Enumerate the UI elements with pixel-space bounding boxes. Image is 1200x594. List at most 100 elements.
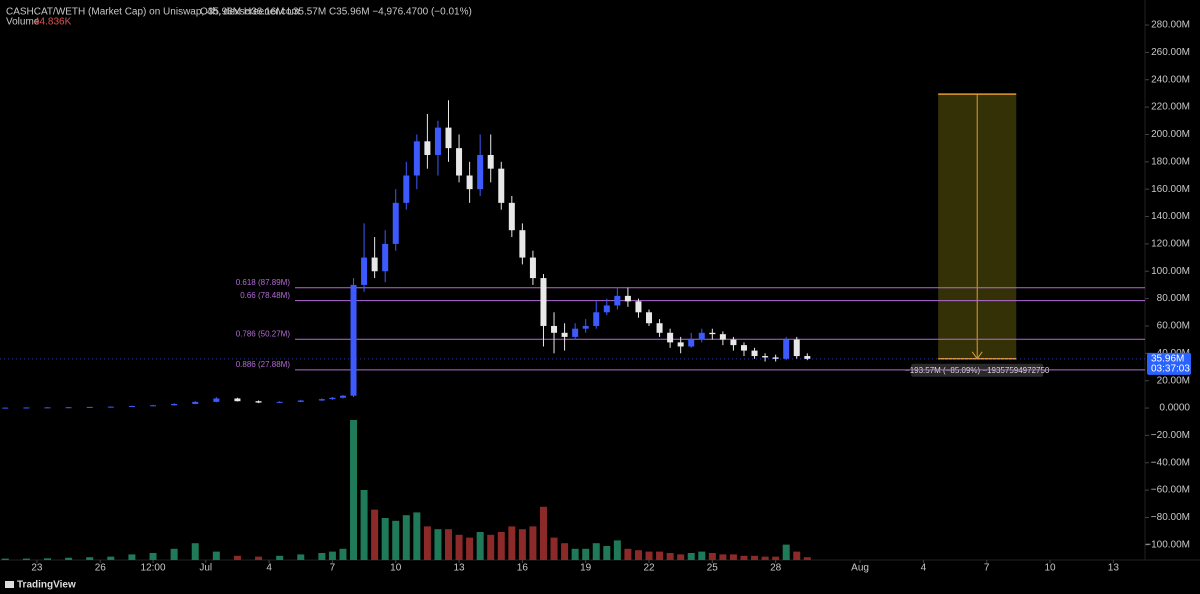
candle-body bbox=[551, 325, 558, 333]
candle-body bbox=[44, 407, 51, 409]
candle-body bbox=[804, 356, 811, 359]
volume-bar bbox=[466, 537, 474, 560]
y-tick-label: 200.00M bbox=[1151, 129, 1190, 140]
candle-body bbox=[339, 395, 346, 398]
x-tick-label: 12:00 bbox=[141, 563, 166, 574]
x-tick-label: 4 bbox=[266, 563, 272, 574]
brand: TradingView bbox=[17, 580, 76, 591]
candle-body bbox=[350, 284, 357, 396]
candle-body bbox=[276, 401, 283, 403]
volume-bar bbox=[392, 520, 400, 560]
chart-title: CASHCAT/WETH (Market Cap) on Uniswap, 4h… bbox=[6, 7, 300, 18]
candle-body bbox=[561, 332, 568, 337]
candle-body bbox=[783, 339, 790, 359]
candle-body bbox=[434, 127, 441, 155]
y-tick-label: 0.0000 bbox=[1159, 403, 1190, 414]
countdown: 03:37:03 bbox=[1151, 363, 1190, 374]
volume-bar bbox=[613, 540, 621, 560]
x-tick-label: 13 bbox=[453, 563, 465, 574]
volume-bar bbox=[43, 558, 51, 560]
x-tick-label: 28 bbox=[770, 563, 782, 574]
y-tick-label: 260.00M bbox=[1151, 47, 1190, 58]
y-tick-label: −100.00M bbox=[1145, 539, 1190, 550]
volume-bar bbox=[476, 532, 484, 560]
candle-body bbox=[793, 339, 800, 357]
candle-body bbox=[424, 141, 431, 155]
y-tick-label: 80.00M bbox=[1157, 293, 1190, 304]
candle-body bbox=[171, 403, 178, 406]
x-tick-label: 7 bbox=[984, 563, 990, 574]
fib-label: 0.786 (50.27M) bbox=[236, 329, 291, 338]
y-tick-label: 160.00M bbox=[1151, 184, 1190, 195]
candle-body bbox=[614, 295, 621, 306]
candle-body bbox=[540, 278, 547, 326]
candle-body bbox=[150, 405, 157, 407]
volume-bar bbox=[782, 544, 790, 560]
volume-bar bbox=[149, 553, 157, 560]
x-tick-label: 10 bbox=[1044, 563, 1056, 574]
candle-body bbox=[371, 257, 378, 272]
measure-arrowhead bbox=[971, 351, 983, 360]
volume-bar bbox=[529, 526, 537, 560]
candle-body bbox=[65, 407, 72, 409]
volume-bar bbox=[107, 556, 115, 560]
candle-body bbox=[234, 398, 241, 402]
ohlc-values: O35.96M H36.16M L35.57M C35.96M −4,976.4… bbox=[200, 7, 472, 18]
candle-body bbox=[698, 332, 705, 340]
volume-bar bbox=[582, 548, 590, 560]
x-tick-label: 25 bbox=[707, 563, 719, 574]
volume-bar bbox=[413, 512, 421, 560]
y-tick-label: 240.00M bbox=[1151, 74, 1190, 85]
volume-bar bbox=[793, 551, 801, 560]
volume-bar bbox=[371, 509, 379, 560]
volume-bar bbox=[624, 548, 632, 560]
candle-body bbox=[498, 168, 505, 203]
volume-bar bbox=[381, 518, 389, 560]
candle-body bbox=[318, 399, 325, 401]
volume-bar bbox=[666, 553, 674, 560]
volume-bar bbox=[170, 548, 178, 560]
candle-body bbox=[192, 401, 199, 404]
last-price-tag bbox=[1147, 352, 1191, 375]
x-tick-label: 4 bbox=[921, 563, 927, 574]
candle-body bbox=[508, 202, 515, 231]
volume-bar bbox=[455, 534, 463, 560]
volume-bar bbox=[212, 551, 220, 560]
volume-bar bbox=[497, 532, 505, 560]
volume-bar bbox=[297, 554, 305, 560]
volume-bar bbox=[318, 553, 326, 560]
candle-body bbox=[730, 339, 737, 346]
x-tick-label: 7 bbox=[330, 563, 336, 574]
candle-body bbox=[751, 350, 758, 357]
volume-bar bbox=[539, 506, 547, 560]
volume-bar bbox=[729, 554, 737, 560]
candle-body bbox=[297, 400, 304, 402]
candle-body bbox=[677, 342, 684, 347]
volume-bar bbox=[645, 551, 653, 560]
volume-bar bbox=[128, 554, 136, 560]
candle-body bbox=[413, 141, 420, 176]
candle-body bbox=[593, 312, 600, 326]
candle-body bbox=[128, 405, 135, 407]
candle-body bbox=[709, 332, 716, 335]
volume-bar bbox=[22, 558, 30, 560]
y-tick-label: −20.00M bbox=[1151, 430, 1190, 441]
candle-body bbox=[477, 154, 484, 190]
volume-bar bbox=[656, 551, 664, 560]
candle-body bbox=[86, 406, 93, 408]
candle-body bbox=[487, 154, 494, 169]
candle-body bbox=[656, 323, 663, 333]
x-tick-label: 22 bbox=[643, 563, 655, 574]
volume-bar bbox=[751, 555, 759, 560]
x-tick-label: 13 bbox=[1108, 563, 1120, 574]
x-tick-label: Aug bbox=[851, 563, 869, 574]
volume-bar bbox=[339, 548, 347, 560]
candle-body bbox=[382, 243, 389, 272]
volume-bar bbox=[772, 556, 780, 560]
x-tick-label: Jul bbox=[199, 563, 212, 574]
candle-body bbox=[403, 175, 410, 203]
volume-bar bbox=[708, 553, 716, 560]
volume-bar bbox=[487, 534, 495, 560]
candle-body bbox=[255, 401, 262, 403]
